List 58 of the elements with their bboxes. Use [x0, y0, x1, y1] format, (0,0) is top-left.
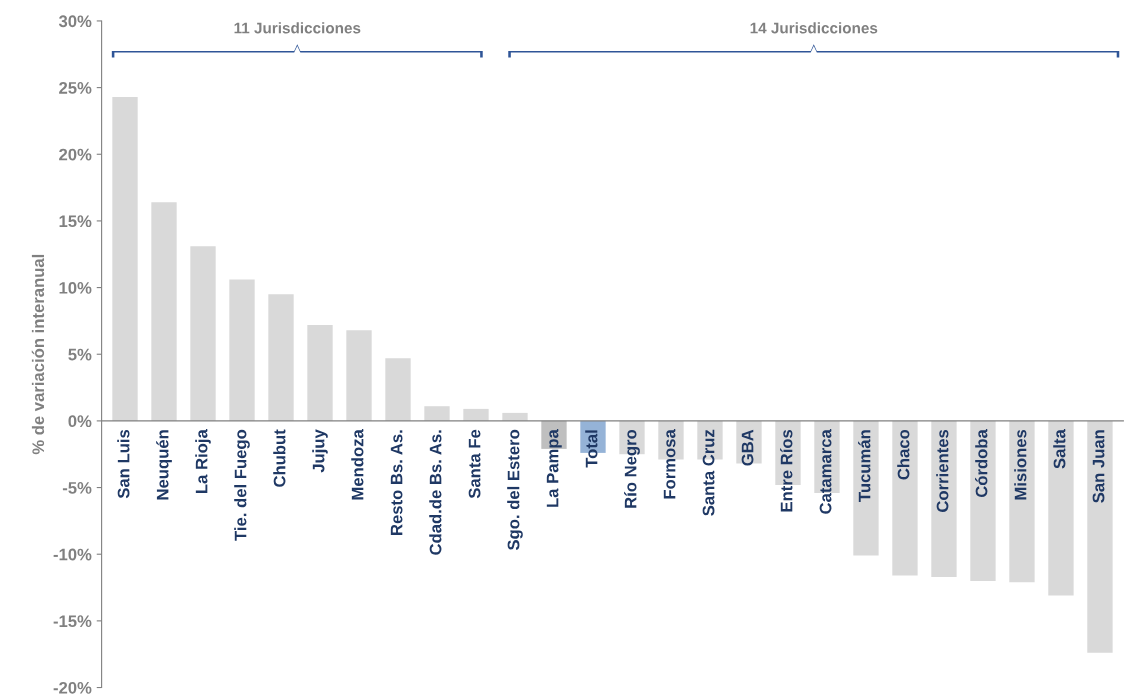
x-tick-label: Chaco — [897, 429, 910, 480]
x-tick-label: Misiones — [1014, 429, 1027, 500]
bar — [1087, 420, 1113, 653]
x-tick-label: Santa Fe — [468, 429, 481, 499]
x-tick-label: Formosa — [663, 429, 676, 499]
x-tick-label: Neuquén — [156, 430, 172, 500]
annotation: 14 Jurisdicciones — [750, 22, 878, 34]
x-tick-label: Sgo. del Estero — [507, 429, 523, 551]
annotation: 11 Jurisdicciones — [234, 22, 361, 34]
x-tick-label: Salta — [1053, 429, 1066, 469]
bar — [307, 324, 333, 421]
x-tick-label: Mendoza — [351, 429, 364, 500]
bar — [151, 202, 177, 421]
x-tick-label: Resto Bs. As. — [390, 430, 403, 535]
bar — [853, 420, 879, 556]
y-tick-label: 5% — [68, 348, 92, 361]
x-tick-label: Tie. del Fuego — [234, 429, 250, 541]
x-tick-label: Chubut — [273, 429, 286, 487]
x-tick-label: Corrientes — [936, 429, 949, 512]
y-tick-label: 20% — [59, 148, 92, 161]
bar — [112, 96, 138, 421]
bar — [892, 420, 918, 576]
x-tick-label: La Rioja — [195, 429, 211, 493]
bar — [931, 420, 957, 577]
x-tick-label: Tucumán — [858, 430, 871, 502]
bar — [1048, 420, 1074, 596]
x-tick-label: Río Negro — [624, 429, 640, 508]
y-tick-label: 25% — [59, 82, 92, 94]
bar — [502, 412, 528, 421]
x-tick-label: San Luis — [117, 429, 130, 499]
x-tick-label: Cdad.de Bs. As. — [429, 430, 442, 555]
y-tick-label: 30% — [58, 15, 92, 28]
x-tick-label: Entre Ríos — [780, 429, 793, 512]
x-tick-label: San Juan — [1092, 430, 1105, 503]
x-tick-label: Santa Cruz — [702, 429, 715, 516]
bar — [463, 408, 489, 421]
bar — [1009, 420, 1035, 583]
y-tick-label: 10% — [59, 281, 92, 294]
y-tick-label: -20% — [53, 681, 92, 694]
x-tick-label: Catamarca — [819, 429, 832, 514]
y-axis-title: % de variación interanual — [31, 254, 45, 455]
x-tick-label: Total — [585, 430, 598, 468]
y-tick-label: 15% — [59, 215, 92, 228]
bar — [385, 358, 411, 421]
y-tick-label: -15% — [53, 615, 92, 628]
x-tick-label: La Pampa — [546, 429, 562, 507]
x-tick-label: Córdoba — [975, 429, 988, 498]
bar — [190, 246, 216, 421]
bar — [346, 330, 372, 421]
y-tick-label: -5% — [62, 482, 92, 494]
x-tick-label: Jujuy — [312, 429, 328, 473]
bar — [424, 406, 450, 421]
x-tick-label: GBA — [741, 429, 754, 466]
y-tick-label: 0% — [68, 415, 92, 428]
y-tick-label: -10% — [53, 548, 92, 561]
bar — [970, 420, 996, 581]
bar — [229, 279, 255, 421]
bar — [268, 294, 294, 421]
